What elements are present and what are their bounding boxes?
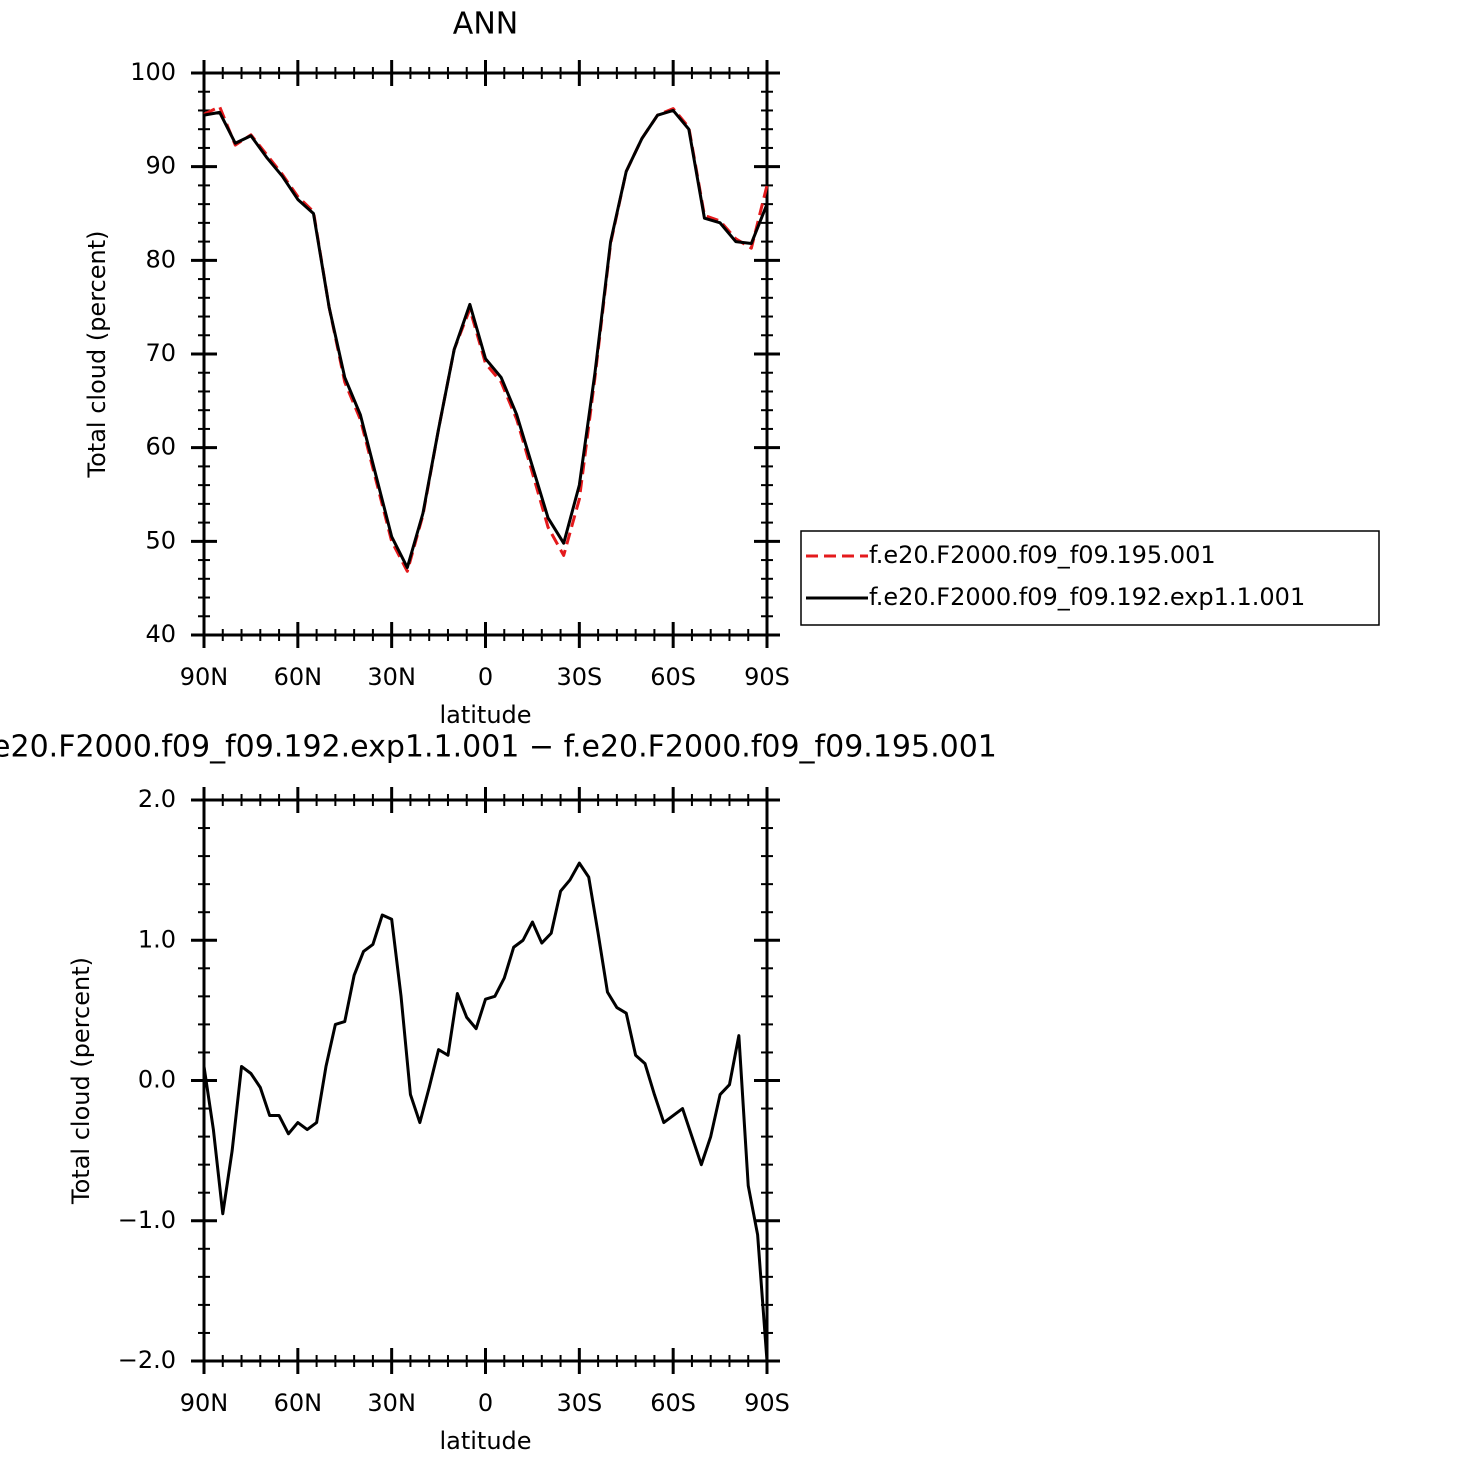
- x-tick-label: 0: [478, 1389, 493, 1417]
- chart-title: ANN: [453, 7, 518, 42]
- y-tick-label: 90: [145, 152, 176, 180]
- legend-box: [800, 530, 1380, 626]
- y-tick-label: 2.0: [138, 785, 176, 813]
- y-tick-label: 0.0: [138, 1066, 176, 1094]
- x-tick-label: 30S: [556, 663, 602, 691]
- x-tick-label: 60S: [650, 1389, 696, 1417]
- x-tick-label: 60N: [274, 1389, 323, 1417]
- y-tick-label: 50: [145, 526, 176, 554]
- y-tick-label: 1.0: [138, 925, 176, 953]
- x-tick-label: 90N: [180, 663, 229, 691]
- plot-frame: [202, 798, 769, 1363]
- y-tick-label: 40: [145, 620, 176, 648]
- x-tick-label: 60S: [650, 663, 696, 691]
- y-axis-label: Total cloud (percent): [67, 957, 95, 1205]
- x-tick-label: 90N: [180, 1389, 229, 1417]
- y-tick-label: −1.0: [118, 1206, 176, 1234]
- x-tick-label: 60N: [274, 663, 323, 691]
- x-tick-label: 90S: [744, 663, 790, 691]
- x-tick-label: 30N: [367, 663, 416, 691]
- x-tick-label: 30S: [556, 1389, 602, 1417]
- legend-label: f.e20.F2000.f09_f09.192.exp1.1.001: [869, 583, 1305, 611]
- x-tick-label: 0: [478, 663, 493, 691]
- data-line: [203, 108, 769, 570]
- x-axis-label: latitude: [439, 1427, 531, 1455]
- legend-label: f.e20.F2000.f09_f09.195.001: [869, 541, 1216, 569]
- y-axis-label: Total cloud (percent): [83, 231, 111, 479]
- x-axis-label: latitude: [439, 701, 531, 729]
- y-tick-label: 80: [145, 245, 176, 273]
- x-tick-label: 90S: [744, 1389, 790, 1417]
- data-line: [203, 105, 769, 573]
- y-tick-label: 100: [130, 58, 176, 86]
- y-tick-label: 60: [145, 433, 176, 461]
- x-tick-label: 30N: [367, 1389, 416, 1417]
- y-tick-label: −2.0: [118, 1346, 176, 1374]
- data-line: [202, 861, 769, 1362]
- chart-title: f.e20.F2000.f09_f09.192.exp1.1.001 − f.e…: [0, 730, 997, 765]
- y-tick-label: 70: [145, 339, 176, 367]
